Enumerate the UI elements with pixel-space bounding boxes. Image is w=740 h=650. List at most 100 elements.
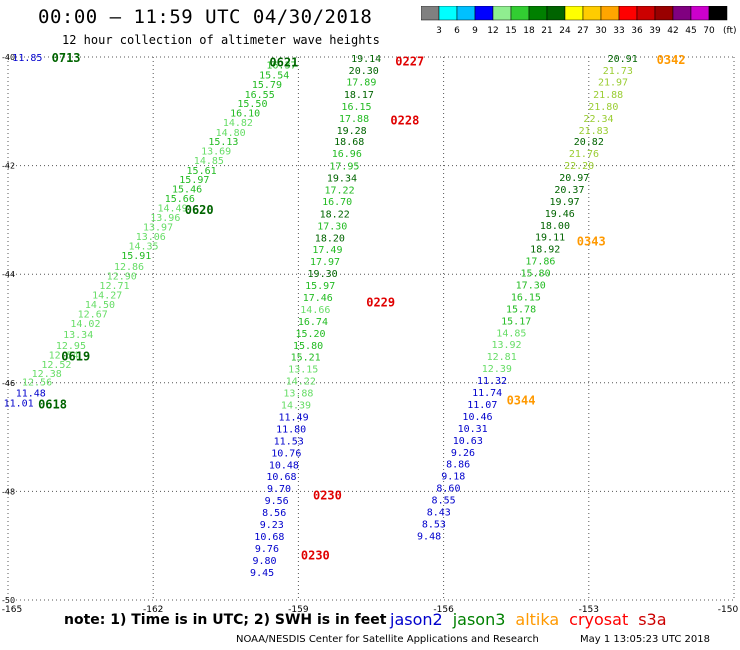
swh-value: 10.68 <box>266 472 296 483</box>
colorbar-swatch <box>564 6 584 21</box>
swh-value: 12.39 <box>482 364 512 375</box>
colorbar-label: 27 <box>577 26 588 36</box>
colorbar-label: 15 <box>505 26 516 36</box>
swh-value: 9.80 <box>252 556 276 567</box>
y-tick-label: -40 <box>2 53 15 62</box>
swh-value: 20.97 <box>559 173 589 184</box>
swh-value: 20.30 <box>349 66 379 77</box>
swh-value: 12.56 <box>22 378 52 389</box>
swh-value: 15.80 <box>293 341 323 352</box>
swh-value: 17.88 <box>339 114 369 125</box>
swh-value: 18.92 <box>530 245 560 256</box>
swh-value: 14.02 <box>70 319 100 330</box>
swh-value: 21.80 <box>588 102 618 113</box>
swh-value: 20.91 <box>608 54 638 65</box>
swh-value: 19.97 <box>550 197 580 208</box>
pass-time-label: 0230 <box>301 548 330 562</box>
swh-value: 21.83 <box>579 126 609 137</box>
swh-value: 16.55 <box>245 90 275 101</box>
swh-value: 14.49 <box>158 203 188 214</box>
swh-value: 15.91 <box>121 251 151 262</box>
pass-time-label: 0618 <box>38 397 67 411</box>
colorbar-unit: (ft) <box>723 26 737 36</box>
swh-value: 18.22 <box>320 209 350 220</box>
colorbar-swatch <box>546 6 566 21</box>
swh-value: 12.95 <box>56 341 86 352</box>
colorbar-label: 33 <box>613 26 624 36</box>
swh-value: 11.49 <box>279 412 309 423</box>
swh-value: 20.82 <box>574 137 604 148</box>
swh-value: 18.20 <box>315 233 345 244</box>
swh-value: 8.56 <box>262 508 286 519</box>
swh-value: 13.92 <box>491 340 521 351</box>
swh-value: 9.48 <box>417 531 441 542</box>
y-tick-label: -44 <box>2 270 15 279</box>
pass-time-label: 0229 <box>366 295 395 309</box>
swh-value: 14.85 <box>496 328 526 339</box>
x-tick-label: -165 <box>2 605 22 615</box>
swh-value: 13.88 <box>283 389 313 400</box>
swh-value: 15.80 <box>521 269 551 280</box>
pass-time-label: 0228 <box>390 113 419 127</box>
swh-value: 21.97 <box>598 77 628 88</box>
swh-value: 9.70 <box>267 484 291 495</box>
swh-value: 15.46 <box>172 184 202 195</box>
satellite-legend-item: altika <box>515 610 560 629</box>
swh-value: 21.76 <box>569 149 599 160</box>
swh-value: 21.88 <box>593 90 623 101</box>
generation-timestamp: May 1 13:05:23 UTC 2018 <box>580 634 710 645</box>
swh-value: 14.27 <box>92 290 122 301</box>
swh-value: 9.23 <box>260 520 284 531</box>
y-tick-label: -50 <box>2 596 15 605</box>
colorbar-label: 42 <box>667 26 678 36</box>
swh-value: 14.82 <box>223 118 253 129</box>
swh-value: 12.86 <box>114 262 144 273</box>
swh-value: 13.97 <box>143 222 173 233</box>
colorbar-swatch <box>528 6 548 21</box>
swh-value: 12.81 <box>487 352 517 363</box>
swh-value: 19.28 <box>337 126 367 137</box>
swh-value: 9.18 <box>441 472 465 483</box>
swh-value: 15.79 <box>252 80 282 91</box>
pass-time-label: 0344 <box>507 394 536 408</box>
colorbar-swatch <box>690 6 710 21</box>
colorbar-swatch <box>474 6 494 21</box>
chart-subtitle: 12 hour collection of altimeter wave hei… <box>62 33 380 47</box>
swh-value: 15.97 <box>305 281 335 292</box>
swh-value: 15.61 <box>187 166 217 177</box>
x-tick-label: -150 <box>718 605 739 615</box>
swh-value: 19.14 <box>351 54 381 65</box>
colorbar-label: 3 <box>436 26 442 36</box>
y-tick-label: -48 <box>2 487 15 496</box>
swh-value: 11.32 <box>477 376 507 387</box>
swh-value: 21.73 <box>603 66 633 77</box>
swh-value: 13.69 <box>201 146 231 157</box>
swh-value: 22.34 <box>583 114 613 125</box>
swh-value: 9.26 <box>451 448 475 459</box>
satellite-legend-item: s3a <box>638 610 667 629</box>
colorbar-swatch <box>582 6 602 21</box>
pass-time-label: 0619 <box>61 350 90 364</box>
swh-value: 16.70 <box>322 197 352 208</box>
colorbar-label: 45 <box>685 26 696 36</box>
swh-value: 16.37 <box>266 61 296 72</box>
colorbar-label: 21 <box>541 26 552 36</box>
swh-value: 13.96 <box>150 213 180 224</box>
swh-value: 16.74 <box>298 317 328 328</box>
satellite-legend: jason2 jason3 altika cryosat s3a <box>390 610 677 629</box>
colorbar-swatch <box>421 6 440 21</box>
swh-value: 17.49 <box>312 245 342 256</box>
satellite-legend-item: cryosat <box>569 610 629 629</box>
swh-value: 18.00 <box>540 221 570 232</box>
pass-time-label: 0621 <box>269 55 298 69</box>
swh-value: 17.30 <box>516 281 546 292</box>
swh-value: 17.89 <box>346 77 376 88</box>
colorbar-swatch <box>618 6 638 21</box>
swh-value: 9.76 <box>255 544 279 555</box>
swh-value: 12.52 <box>41 360 71 371</box>
pass-time-label: 0713 <box>52 51 81 65</box>
x-tick-label: -156 <box>433 605 454 615</box>
swh-value: 18.68 <box>334 137 364 148</box>
